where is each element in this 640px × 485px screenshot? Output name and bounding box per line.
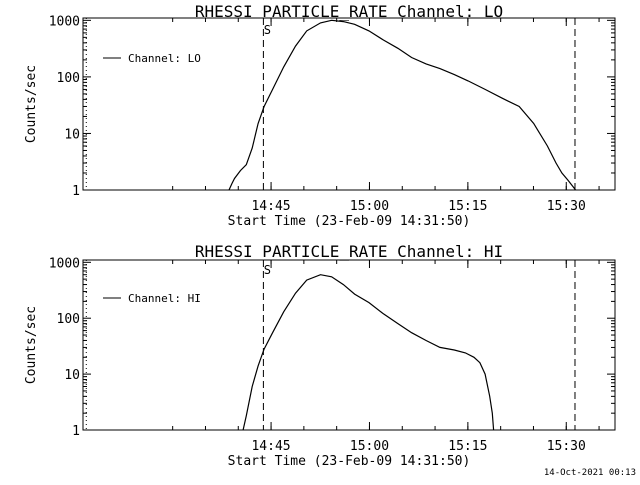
chart-lo: RHESSI PARTICLE_RATE Channel: LO Counts/s…: [24, 2, 616, 229]
y-tick-label: 1: [72, 184, 80, 199]
chart-title: RHESSI PARTICLE_RATE Channel: LO: [195, 2, 503, 21]
y-axis-label: Counts/sec: [24, 65, 39, 143]
y-tick-label: 1000: [49, 14, 80, 29]
y-axis-label: Counts/sec: [24, 306, 39, 384]
chart-hi: RHESSI PARTICLE_RATE Channel: HI Counts/s…: [24, 242, 616, 469]
x-tick-label: 14:45: [251, 439, 290, 454]
series-line: [228, 19, 577, 190]
y-tick-label: 10: [64, 127, 80, 142]
y-tick-label: 100: [57, 312, 80, 327]
timestamp: 14-Oct-2021 00:13: [544, 468, 636, 478]
chart-title: RHESSI PARTICLE_RATE Channel: HI: [195, 242, 503, 261]
plot-frame: [82, 259, 616, 431]
x-tick-label: 15:00: [350, 199, 389, 214]
x-axis-label: Start Time (23-Feb-09 14:31:50): [228, 454, 471, 469]
legend-label: Channel: HI: [128, 292, 201, 305]
y-tick-label: 1: [72, 424, 80, 439]
y-tick-label: 100: [57, 71, 80, 86]
marker-label: S: [264, 263, 271, 277]
y-tick-label: 10: [64, 368, 80, 383]
plot-frame: [82, 17, 616, 191]
x-tick-label: 15:30: [547, 439, 586, 454]
series-line: [242, 274, 495, 430]
x-tick-label: 15:30: [547, 199, 586, 214]
x-tick-label: 15:15: [448, 199, 487, 214]
x-axis-label: Start Time (23-Feb-09 14:31:50): [228, 214, 471, 229]
marker-label: S: [264, 23, 271, 37]
x-tick-label: 15:15: [448, 439, 487, 454]
y-tick-label: 1000: [49, 256, 80, 271]
legend-label: Channel: LO: [128, 52, 201, 65]
x-tick-label: 15:00: [350, 439, 389, 454]
x-tick-label: 14:45: [251, 199, 290, 214]
